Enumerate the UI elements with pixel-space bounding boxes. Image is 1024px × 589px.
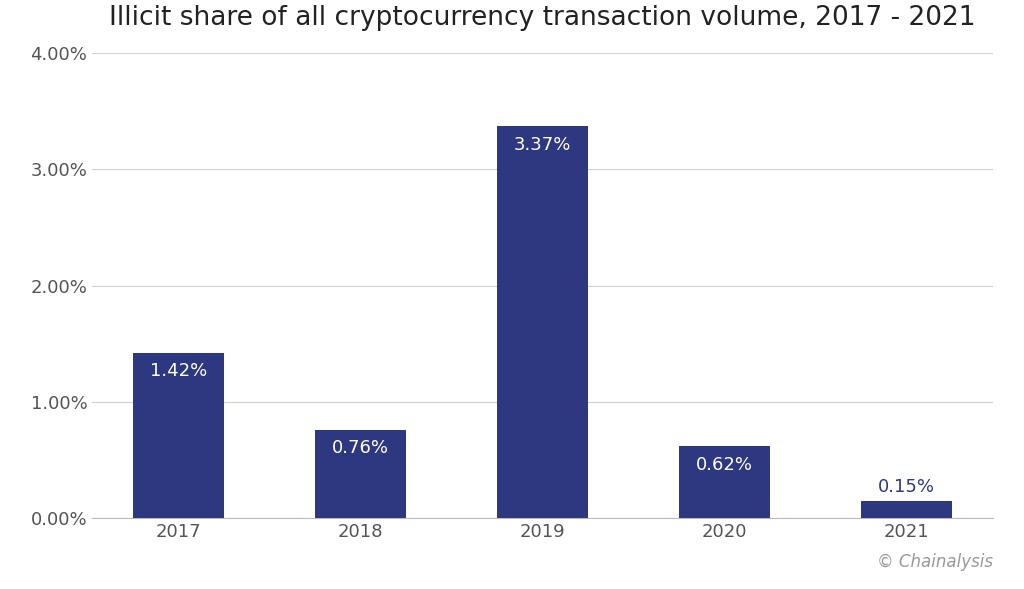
Bar — [679, 446, 770, 518]
Text: 0.62%: 0.62% — [696, 455, 754, 474]
Bar — [315, 430, 407, 518]
Bar — [133, 353, 224, 518]
Text: 1.42%: 1.42% — [150, 362, 207, 380]
Title: Illicit share of all cryptocurrency transaction volume, 2017 - 2021: Illicit share of all cryptocurrency tran… — [110, 5, 976, 31]
Bar — [861, 501, 952, 518]
Text: 0.76%: 0.76% — [332, 439, 389, 457]
Text: 3.37%: 3.37% — [514, 135, 571, 154]
Bar — [498, 126, 588, 518]
Text: © Chainalysis: © Chainalysis — [878, 553, 993, 571]
Text: 0.15%: 0.15% — [879, 478, 935, 496]
